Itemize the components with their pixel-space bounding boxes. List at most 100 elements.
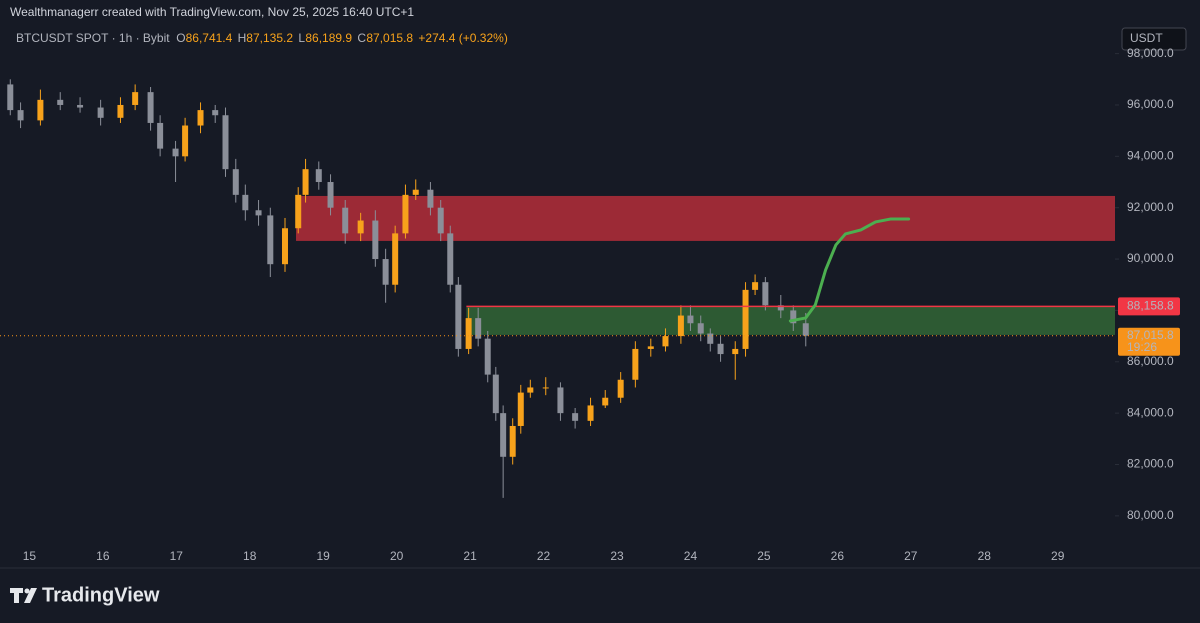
symbol: BTCUSDT SPOT · 1h · Bybit (16, 31, 170, 45)
candle-body (372, 220, 379, 260)
candle-body (509, 425, 516, 457)
ohlc-key: H (238, 31, 247, 45)
projection-line (788, 217, 911, 323)
zone (296, 195, 1115, 241)
x-tick-label: 21 (463, 549, 477, 563)
candle-body (447, 233, 454, 285)
candle-body (412, 189, 419, 195)
candle-body (687, 315, 694, 324)
candle-body (182, 125, 189, 157)
candle-body (802, 323, 809, 336)
candle-body (762, 282, 769, 306)
y-tick-label: 96,000.0 (1127, 97, 1174, 111)
candle-body (517, 392, 524, 426)
y-tick-label: 92,000.0 (1127, 200, 1174, 214)
candle-body (527, 387, 534, 393)
candle-body (77, 104, 84, 108)
candle-body (790, 310, 797, 324)
candle-body (7, 84, 14, 111)
x-tick-label: 28 (978, 549, 992, 563)
candle-body (147, 92, 154, 123)
candle-body (295, 194, 302, 229)
candle-body (57, 99, 64, 105)
candle-body (242, 194, 249, 211)
y-tick-label: 86,000.0 (1127, 354, 1174, 368)
candle-body (632, 348, 639, 380)
candle-body (315, 169, 322, 183)
candle-body (742, 289, 749, 349)
candle-body (392, 233, 399, 285)
candle-body (382, 259, 389, 285)
candle-body (617, 379, 624, 398)
candle-body (37, 99, 44, 121)
ohlc-legend: O 86,741.4 H 87,135.2 L 86,189.9 C 87,015.8 +274… (176, 31, 508, 45)
currency-button[interactable] (1121, 27, 1187, 51)
ohlc-key: L (298, 31, 305, 45)
x-tick-label: 23 (610, 549, 624, 563)
y-tick-label: 94,000.0 (1127, 149, 1174, 163)
x-tick-label: 16 (96, 549, 110, 563)
logo-icon (10, 588, 37, 603)
x-tick-label: 26 (831, 549, 845, 563)
candle-body (647, 346, 654, 349)
candle-body (222, 115, 229, 170)
y-tick-label: 90,000.0 (1127, 251, 1174, 265)
level-tag (1118, 297, 1180, 316)
last-price-label: 87,015.8 (1127, 328, 1174, 342)
change: +274.4 (+0.32%) (418, 31, 507, 45)
candle-body (281, 228, 288, 265)
candle-body (677, 315, 684, 337)
countdown: 19:26 (1127, 340, 1157, 354)
candle-body (97, 107, 104, 118)
candle-body (255, 210, 262, 216)
candle-body (402, 194, 409, 234)
candle-body (602, 397, 609, 406)
x-tick-label: 17 (170, 549, 184, 563)
currency[interactable]: USDT (1130, 31, 1163, 45)
ohlc-value: 87,135.2 (246, 31, 293, 45)
candle-body (157, 122, 164, 149)
candle-body (197, 110, 204, 126)
candle-body (132, 92, 139, 105)
candle-body (437, 207, 444, 234)
x-tick-label: 20 (390, 549, 404, 563)
candle-body (707, 333, 714, 344)
candle-body (427, 189, 434, 208)
candle-body (342, 207, 349, 234)
candle-body (717, 343, 724, 355)
candle-body (777, 305, 784, 311)
candle-body (117, 104, 124, 118)
candle-body (697, 323, 704, 334)
candle-body (327, 182, 334, 208)
candle-body (732, 348, 739, 355)
candle-body (492, 374, 499, 414)
ohlc-value: 87,015.8 (366, 31, 413, 45)
candle-body (465, 318, 472, 349)
plot (0, 79, 1115, 498)
candle-body (17, 110, 24, 121)
candle-body (267, 215, 274, 265)
y-tick-label: 82,000.0 (1127, 457, 1174, 471)
level-tag-label: 88,158.8 (1127, 299, 1174, 313)
candle-body (587, 405, 594, 421)
x-tick-label: 24 (684, 549, 698, 563)
x-tick-label: 18 (243, 549, 257, 563)
logo: TradingView (42, 584, 160, 606)
ohlc-value: 86,189.9 (305, 31, 352, 45)
y-tick-label: 98,000.0 (1127, 46, 1174, 60)
attribution: Wealthmanagerr created with TradingView.… (10, 5, 414, 19)
candle-body (302, 169, 309, 195)
candle-body (752, 282, 759, 290)
x-tick-label: 29 (1051, 549, 1065, 563)
candle-body (232, 169, 239, 195)
candle-body (475, 318, 482, 339)
candle-body (572, 413, 579, 421)
candle-body (500, 413, 507, 457)
ohlc-value: 86,741.4 (186, 31, 233, 45)
candle-body (662, 336, 669, 347)
x-tick-label: 27 (904, 549, 918, 563)
candle-body (542, 387, 549, 389)
y-tick-label: 80,000.0 (1127, 508, 1174, 522)
x-tick-label: 19 (317, 549, 331, 563)
x-tick-label: 25 (757, 549, 771, 563)
